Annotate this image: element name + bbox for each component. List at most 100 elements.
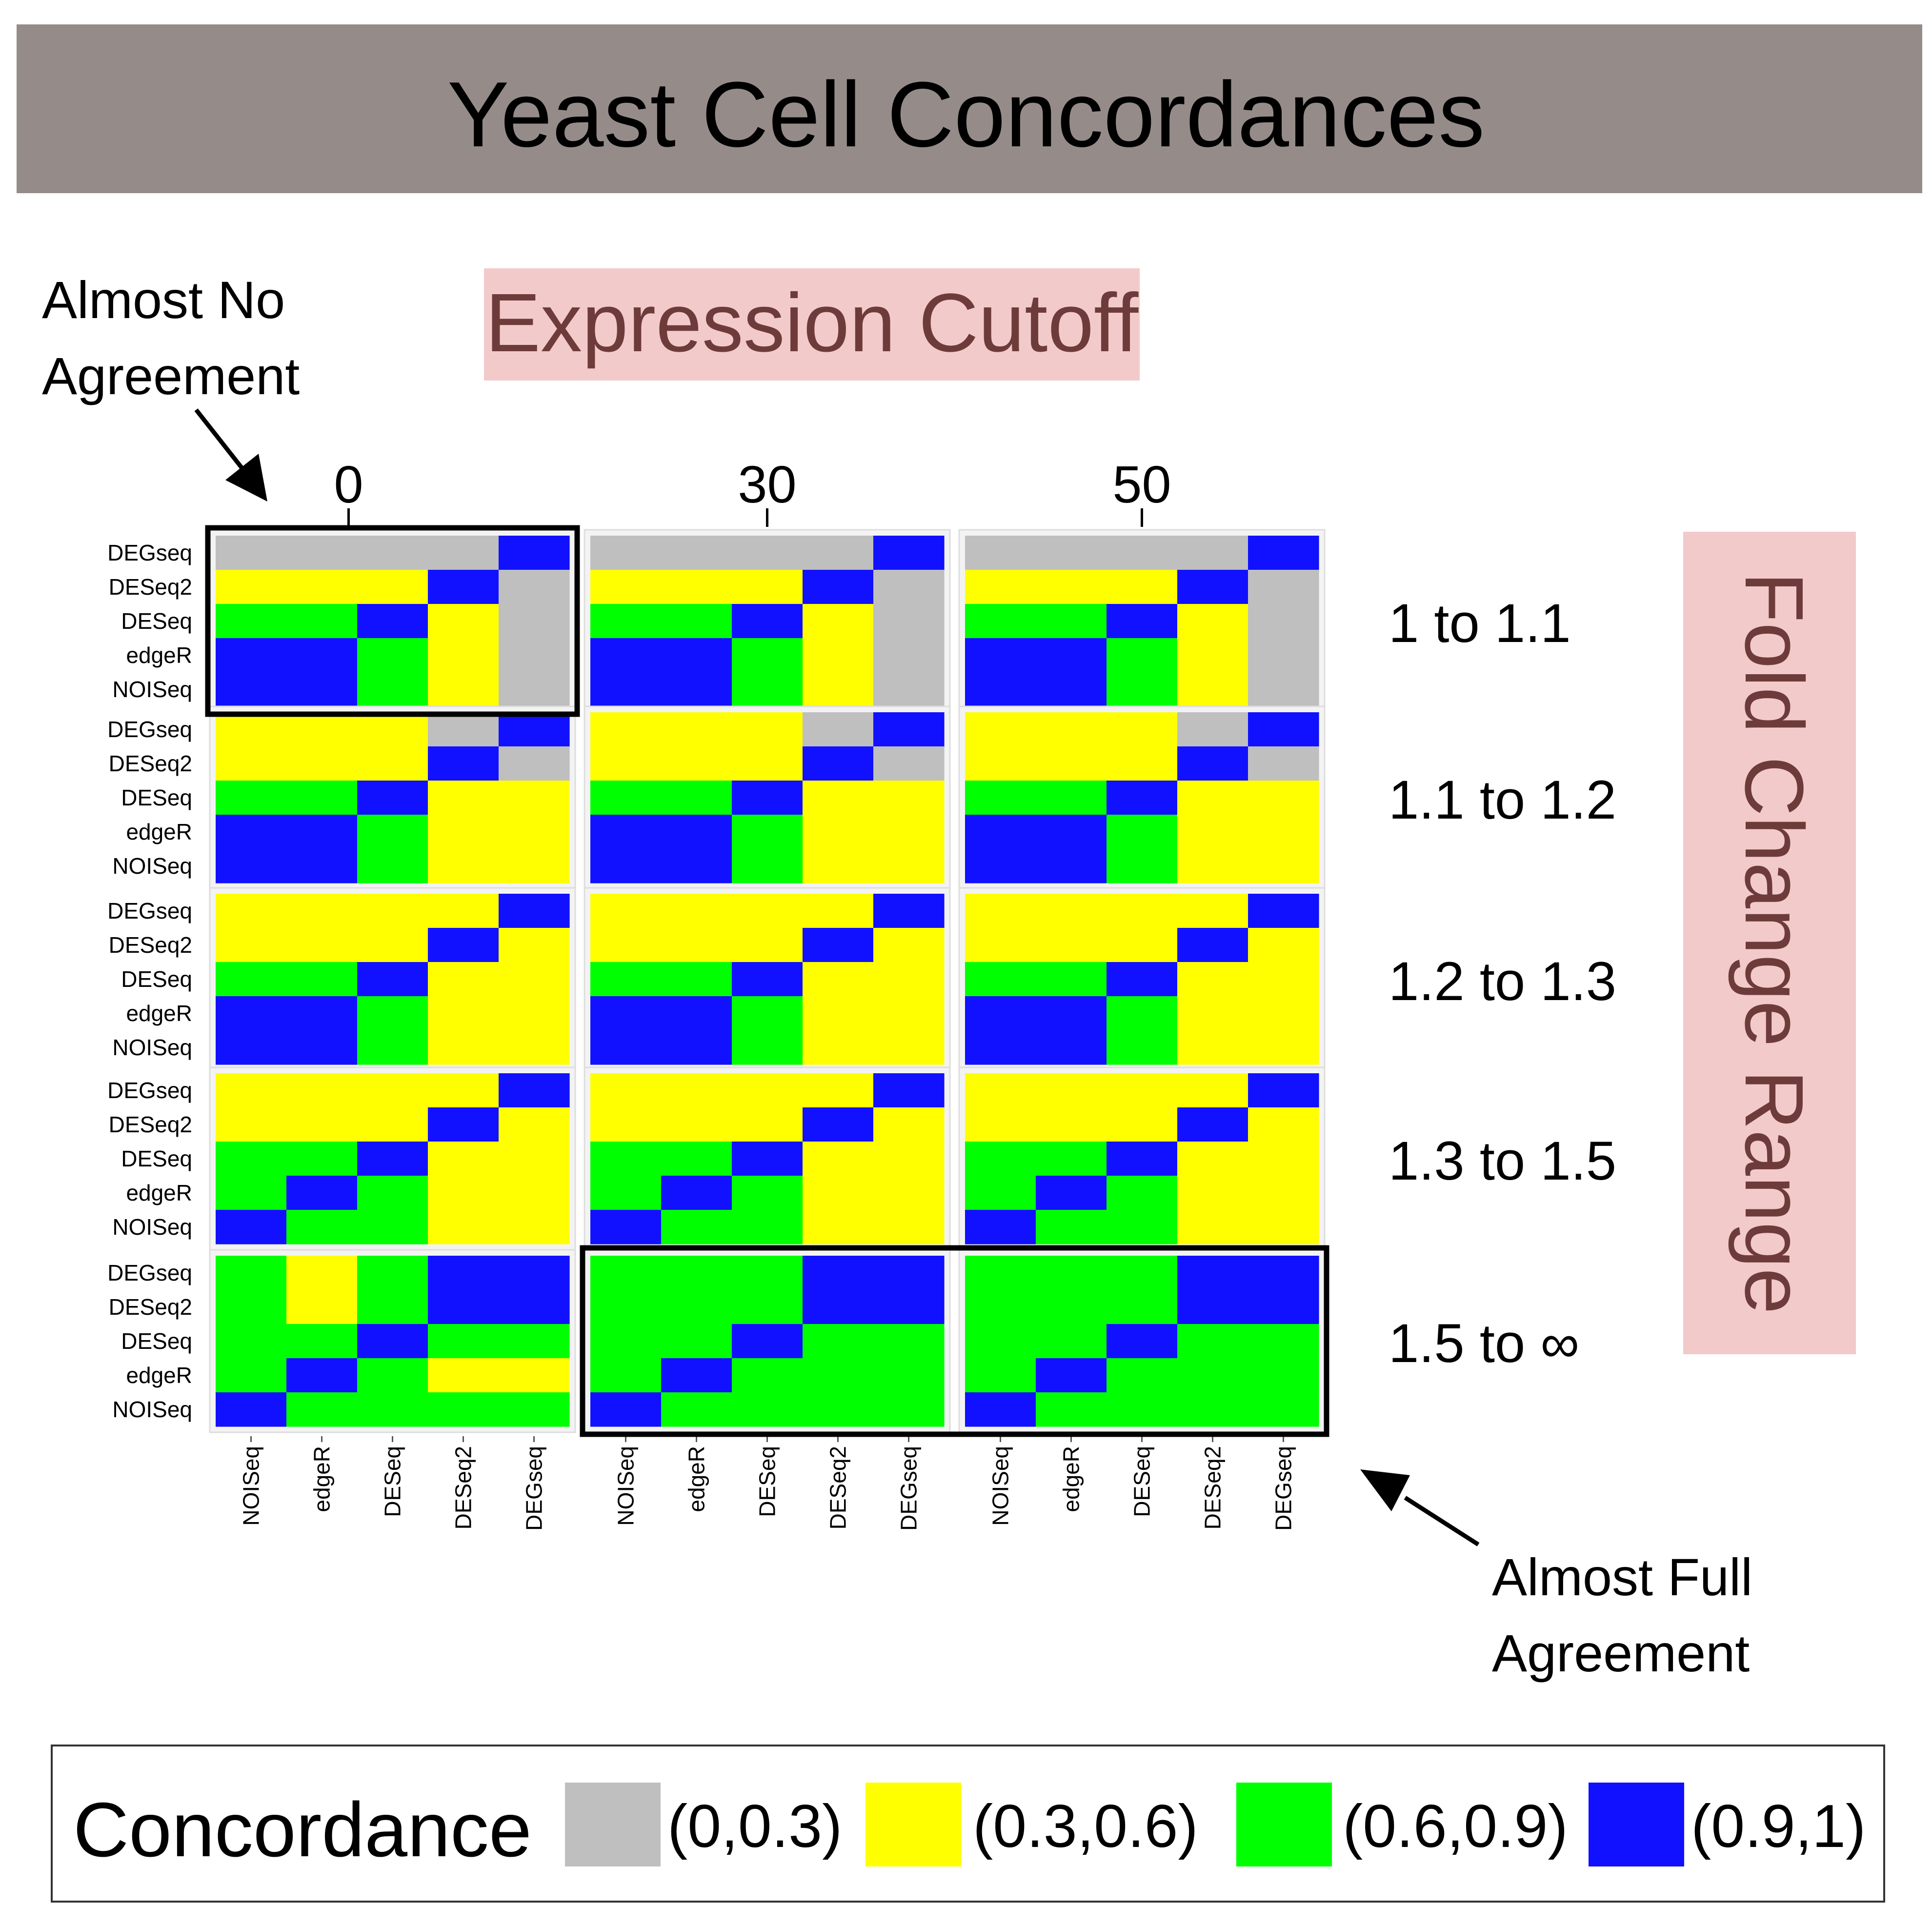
heatmap-cell [428,746,499,781]
heatmap-cell [1177,996,1248,1031]
col-tick-label: DESeq [755,1446,780,1517]
heatmap-cell [216,815,287,849]
fold-range-label-2: 1.2 to 1.3 [1389,951,1616,1012]
heatmap-cell [1036,928,1107,963]
heatmap-cell [428,1324,499,1359]
heatmap-cell [499,1210,570,1244]
heatmap-cell [1107,1030,1178,1065]
expression-cutoff-label: Expression Cutoff [485,277,1139,369]
heatmap-cell [732,746,803,781]
heatmap-cell [873,712,945,747]
col-tick-label: DESeq2 [1200,1446,1226,1529]
legend-swatch-3 [1589,1783,1684,1866]
heatmap-cell [661,815,732,849]
heatmap-cell [590,894,662,928]
heatmap-cell [1107,1176,1178,1210]
heatmap-cell [1177,1030,1248,1065]
heatmap-cell [499,1030,570,1065]
heatmap-cell [965,928,1036,963]
heatmap-cell [286,1107,358,1142]
heatmap-cell [216,781,287,815]
heatmap-cell [1248,849,1319,883]
heatmap-cell [661,928,732,963]
heatmap-cell [590,1358,662,1393]
heatmap-cell [732,894,803,928]
heatmap-cell [499,570,570,604]
cutoff-header-0: 0 [334,455,363,514]
heatmap-cell [661,1210,732,1244]
heatmap-cell [1036,746,1107,781]
heatmap-cell [428,712,499,747]
heatmap-cell [803,815,874,849]
heatmap-cell [590,536,662,570]
heatmap-cell [357,1256,428,1290]
heatmap-cell [965,1324,1036,1359]
heatmap-cell [428,1358,499,1393]
heatmap-cell [499,638,570,673]
heatmap-cell [1248,1290,1319,1324]
row-tick-label: NOISeq [112,1397,192,1422]
heatmap-cell [1036,570,1107,604]
heatmap-cell [1036,672,1107,707]
heatmap-cell [873,1290,945,1324]
heatmap-cell [661,1142,732,1176]
heatmap-cell [1177,604,1248,639]
heatmap-cell [286,746,358,781]
heatmap-cell [357,1073,428,1108]
heatmap-cell [357,536,428,570]
heatmap-cell [965,1107,1036,1142]
heatmap-cell [732,1256,803,1290]
heatmap-cell [428,928,499,963]
heatmap-cell [216,1358,287,1393]
col-tick-label: DESeq2 [825,1446,851,1529]
heatmap-cell [1177,1290,1248,1324]
heatmap-cell [965,570,1036,604]
heatmap-cell [965,746,1036,781]
heatmap-cell [428,996,499,1031]
heatmap-cell [1107,894,1178,928]
heatmap-cell [357,928,428,963]
heatmap-cell [732,570,803,604]
heatmap-cell [286,781,358,815]
chart-title: Yeast Cell Concordances [447,63,1485,166]
heatmap-cell [357,1142,428,1176]
fold-change-label: Fold Change Range [1728,572,1820,1314]
heatmap-cell [216,1073,287,1108]
heatmap-cell [1036,962,1107,997]
row-tick-label: edgeR [126,1001,192,1026]
heatmap-cell [216,849,287,883]
heatmap-cell [286,638,358,673]
highlight-box-0 [205,525,580,717]
heatmap-cell [1248,962,1319,997]
heatmap-cell [1036,1107,1107,1142]
heatmap-cell [1036,604,1107,639]
heatmap-cell [803,536,874,570]
heatmap-cell [1107,712,1178,747]
heatmap-cell [499,1358,570,1393]
heatmap-cell [499,1142,570,1176]
heatmap-cell [216,672,287,707]
heatmap-cell [732,1290,803,1324]
col-tick-label: DESeq2 [451,1446,476,1529]
heatmap-cell [661,781,732,815]
heatmap-cell [661,638,732,673]
heatmap-cell [661,1176,732,1210]
heatmap-cell [803,928,874,963]
heatmap-cell [499,1256,570,1290]
heatmap-cell [1177,1210,1248,1244]
heatmap-cell [1107,1358,1178,1393]
heatmap-cell [1248,815,1319,849]
heatmap-cell [286,996,358,1031]
heatmap-cell [286,570,358,604]
heatmap-cell [1107,962,1178,997]
heatmap-cell [1177,746,1248,781]
heatmap-cell [590,849,662,883]
col-tick-label: NOISeq [988,1446,1013,1526]
heatmap-cell [590,1290,662,1324]
heatmap-cell [803,1176,874,1210]
col-tick-label: edgeR [1059,1446,1084,1512]
fold-range-label-1: 1.1 to 1.2 [1389,769,1616,830]
heatmap-cell [1248,1392,1319,1427]
heatmap-cell [499,536,570,570]
heatmap-cell [873,781,945,815]
